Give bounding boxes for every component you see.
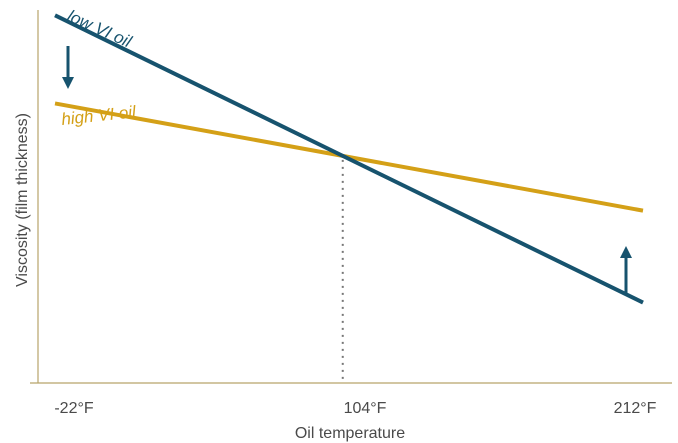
x-axis-title: Oil temperature <box>295 425 405 442</box>
x-tick-label-2: 104°F <box>344 400 387 417</box>
low-vi-oil-label: low VI oil <box>64 6 135 52</box>
y-axis-title: Viscosity (film thickness) <box>14 113 31 287</box>
x-tick-label-1: -22°F <box>54 400 94 417</box>
x-tick-label-3: 212°F <box>614 400 657 417</box>
low-vi-oil-line <box>54 13 644 305</box>
